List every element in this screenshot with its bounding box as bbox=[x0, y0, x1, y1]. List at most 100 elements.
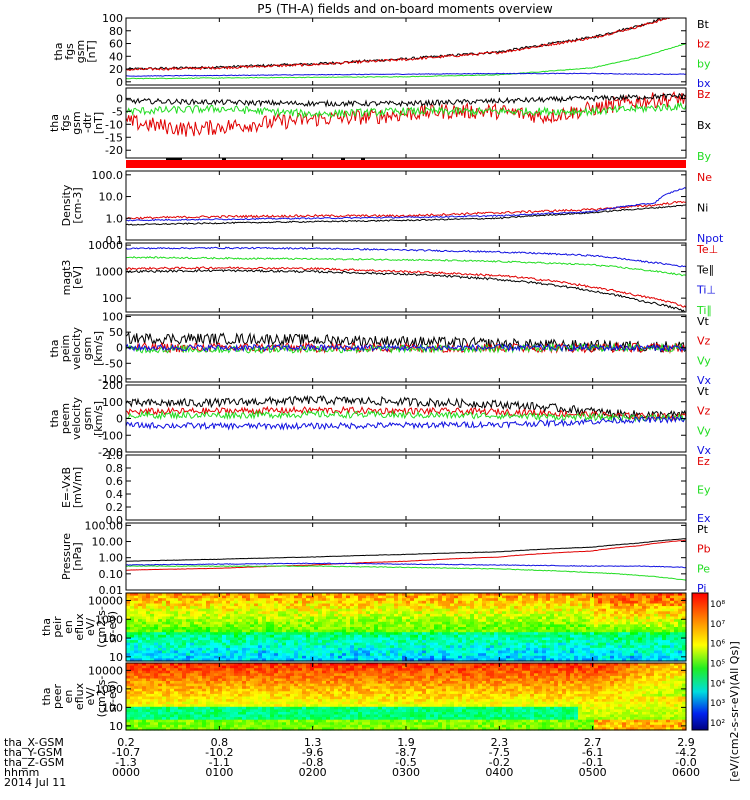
spectrogram-cell bbox=[434, 621, 439, 625]
spectrogram-cell bbox=[182, 688, 187, 692]
spectrogram-cell bbox=[238, 603, 243, 607]
spectrogram-cell bbox=[342, 658, 347, 662]
spectrogram-cell bbox=[638, 645, 643, 649]
spectrogram-cell bbox=[498, 647, 503, 652]
spectrogram-cell bbox=[550, 627, 555, 631]
spectrogram-cell bbox=[322, 621, 327, 625]
spectrogram-cell bbox=[290, 650, 295, 654]
spectrogram-cell bbox=[382, 595, 387, 599]
spectrogram-cell bbox=[238, 627, 243, 631]
spectrogram-cell bbox=[606, 634, 611, 638]
spectrogram-cell bbox=[246, 665, 251, 669]
spectrogram-cell bbox=[646, 658, 651, 662]
spectrogram-cell bbox=[446, 613, 451, 618]
spectrogram-cell bbox=[294, 629, 299, 633]
spectrogram-cell bbox=[162, 686, 167, 690]
spectrogram-cell bbox=[442, 640, 447, 644]
spectrogram-cell bbox=[146, 701, 151, 705]
spectrogram-cell bbox=[314, 634, 319, 638]
spectrogram-cell bbox=[202, 613, 207, 618]
spectrogram-cell bbox=[378, 655, 383, 659]
spectrogram-cell bbox=[194, 693, 199, 698]
spectrogram-cell bbox=[162, 655, 167, 659]
spectrogram-cell bbox=[238, 653, 243, 657]
spectrogram-cell bbox=[146, 719, 151, 723]
spectrogram-cell bbox=[486, 629, 491, 633]
spectrogram-cell bbox=[170, 606, 175, 610]
spectrogram-cell bbox=[550, 632, 555, 636]
spectrogram-cell bbox=[374, 606, 379, 610]
spectrogram-cell bbox=[438, 645, 443, 649]
spectrogram-cell bbox=[190, 616, 195, 620]
spectrogram-cell bbox=[502, 624, 507, 628]
spectrogram-cell bbox=[230, 658, 235, 662]
spectrogram-cell bbox=[482, 655, 487, 659]
spectrogram-cell bbox=[138, 709, 143, 713]
spectrogram-cell bbox=[162, 722, 167, 726]
spectrogram-cell bbox=[218, 616, 223, 620]
spectrogram-cell bbox=[242, 699, 247, 703]
spectrogram-cell bbox=[254, 642, 259, 646]
spectrogram-cell bbox=[230, 650, 235, 654]
spectrogram-cell bbox=[282, 634, 287, 638]
spectrogram-cell bbox=[358, 645, 363, 649]
spectrogram-cell bbox=[390, 619, 395, 623]
spectrogram-cell bbox=[330, 653, 335, 657]
spectrogram-cell bbox=[202, 621, 207, 625]
spectrogram-cell bbox=[582, 640, 587, 644]
spectrogram-cell bbox=[310, 637, 315, 641]
spectrogram-cell bbox=[534, 600, 539, 604]
spectrogram-cell bbox=[166, 670, 171, 674]
spectrogram-cell bbox=[654, 624, 659, 628]
spectrogram-cell bbox=[510, 608, 515, 612]
spectrogram-cell bbox=[470, 640, 475, 644]
spectrogram-cell bbox=[186, 712, 191, 716]
spectrogram-cell bbox=[178, 724, 183, 728]
spectrogram-cell bbox=[510, 658, 515, 662]
spectrogram-cell bbox=[206, 668, 211, 672]
spectrogram-cell bbox=[562, 621, 567, 625]
spectrogram-cell bbox=[222, 681, 227, 685]
spectrogram-cell bbox=[442, 627, 447, 631]
spectrogram-cell bbox=[326, 598, 331, 602]
spectrogram-cell bbox=[246, 719, 251, 723]
spectrogram-cell bbox=[646, 642, 651, 646]
spectrogram-cell bbox=[346, 634, 351, 638]
spectrogram-cell bbox=[626, 650, 631, 654]
spectrogram-cell bbox=[250, 629, 255, 633]
spectrogram-cell bbox=[670, 616, 675, 620]
spectrogram-cell bbox=[170, 640, 175, 644]
spectrogram-cell bbox=[194, 704, 199, 708]
spectrogram-cell bbox=[402, 619, 407, 623]
spectrogram-cell bbox=[578, 619, 583, 623]
spectrogram-cell bbox=[442, 598, 447, 602]
spectrogram-cell bbox=[578, 627, 583, 631]
spectrogram-cell bbox=[618, 595, 623, 599]
spectrogram-cell bbox=[470, 616, 475, 620]
spectrogram-cell bbox=[146, 600, 151, 604]
spectrogram-cell bbox=[406, 598, 411, 602]
spectrogram-cell bbox=[554, 637, 559, 641]
spectrogram-cell bbox=[566, 619, 571, 623]
spectrogram-cell bbox=[326, 640, 331, 644]
spectrogram-cell bbox=[238, 670, 243, 674]
spectrogram-cell bbox=[646, 621, 651, 625]
spectrogram-cell bbox=[218, 709, 223, 713]
spectrogram-cell bbox=[422, 655, 427, 659]
spectrogram-cell bbox=[670, 647, 675, 652]
spectrogram-cell bbox=[246, 714, 251, 718]
spectrogram-cell bbox=[434, 595, 439, 599]
spectrogram-cell bbox=[218, 673, 223, 677]
spectrogram-cell bbox=[262, 678, 267, 682]
spectrogram-cell bbox=[322, 603, 327, 607]
spectrogram-cell bbox=[470, 655, 475, 659]
spectrogram-cell bbox=[638, 613, 643, 618]
spectrogram-cell bbox=[274, 613, 279, 618]
spectrogram-cell bbox=[550, 621, 555, 625]
spectrogram-cell bbox=[542, 655, 547, 659]
spectrogram-cell bbox=[682, 603, 687, 607]
spectrogram-cell bbox=[522, 647, 527, 652]
spectrogram-cell bbox=[630, 600, 635, 604]
spectrogram-cell bbox=[130, 647, 135, 652]
spectrogram-cell bbox=[522, 642, 527, 646]
